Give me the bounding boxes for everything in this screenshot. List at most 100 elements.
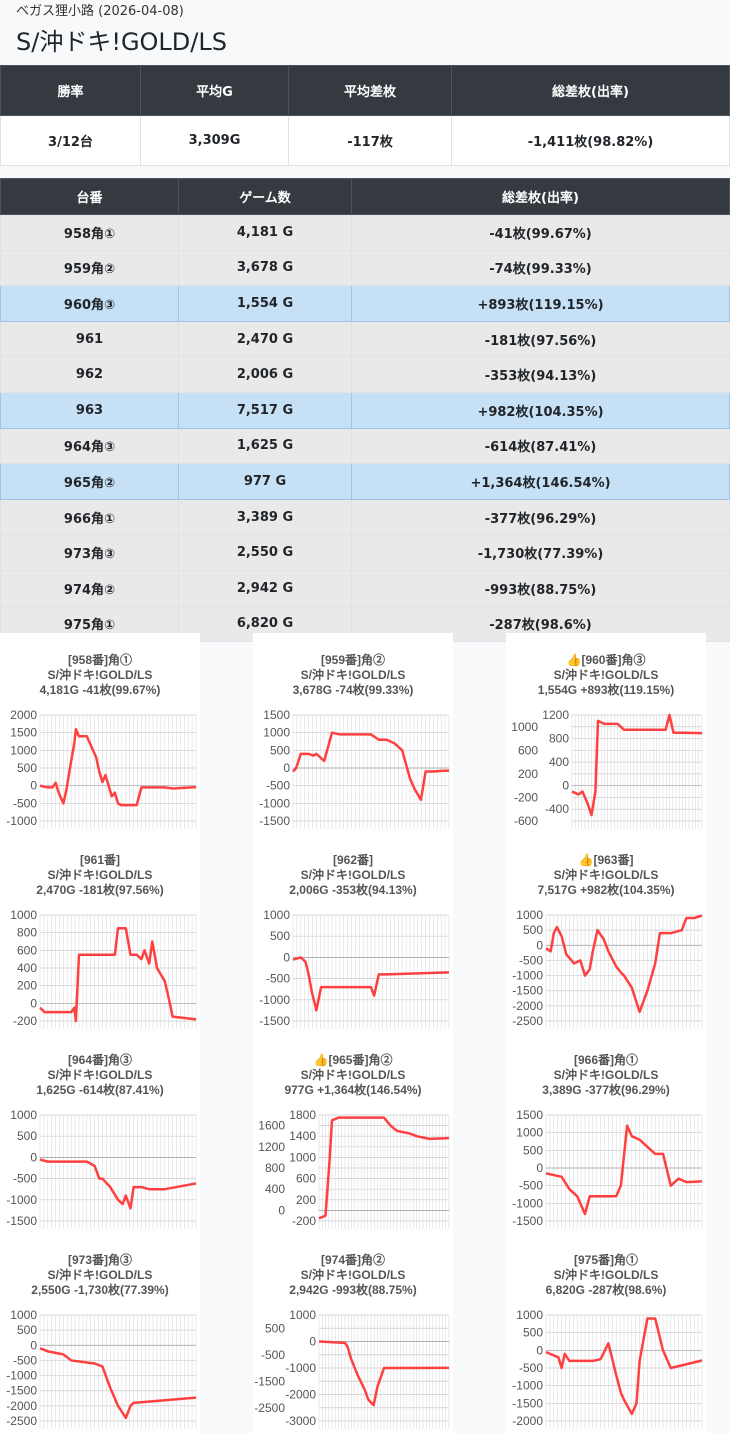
unit-number: 966角① <box>0 498 179 536</box>
game-count: 7,517 G <box>178 391 352 429</box>
unit-diff: -377枚(96.29%) <box>351 498 730 536</box>
chart-title: [962番] S/沖ドキ!GOLD/LS 2,006G -353枚(94.13%) <box>253 853 453 898</box>
y-tick-label: -1500 <box>6 1214 37 1228</box>
y-tick-label: 2000 <box>10 708 37 722</box>
store-date: ベガス狸小路 (2026-04-08) <box>16 4 184 19</box>
chart-title-line: [966番]角① <box>573 1053 638 1067</box>
y-tick-label: -1000 <box>6 1369 37 1383</box>
chart-title: [964番]角③ S/沖ドキ!GOLD/LS 1,625G -614枚(87.41%… <box>0 1053 200 1098</box>
chart-title-line: S/沖ドキ!GOLD/LS <box>300 668 406 682</box>
chart-title-line: S/沖ドキ!GOLD/LS <box>47 868 153 882</box>
chart-title-line: 3,678G -74枚(99.33%) <box>292 683 414 697</box>
chart-title-line: [959番]角② <box>320 653 385 667</box>
col-avg-games: 平均G <box>140 65 289 116</box>
y-tick-label: -2000 <box>512 1414 543 1428</box>
y-tick-label: -1500 <box>259 1014 290 1028</box>
total-diff: -1,411枚(98.82%) <box>451 115 730 166</box>
table-row[interactable]: 961 2,470 G -181枚(97.56%) <box>0 320 730 358</box>
table-row[interactable]: 962 2,006 G -353枚(94.13%) <box>0 356 730 393</box>
chart-title-line: S/沖ドキ!GOLD/LS <box>553 1268 659 1282</box>
table-row[interactable]: 973角③ 2,550 G -1,730枚(77.39%) <box>0 534 730 571</box>
unit-chart: 👍[965番]角② S/沖ドキ!GOLD/LS 977G +1,364枚(146.5… <box>253 1033 453 1233</box>
table-row[interactable]: 958角① 4,181 G -41枚(99.67%) <box>0 214 730 251</box>
table-row[interactable]: 965角② 977 G +1,364枚(146.54%) <box>0 463 730 500</box>
unit-chart: [959番]角② S/沖ドキ!GOLD/LS 3,678G -74枚(99.33%)… <box>253 633 453 833</box>
y-tick-label: 1000 <box>516 908 543 922</box>
table-row[interactable]: 974角② 2,942 G -993枚(88.75%) <box>0 569 730 607</box>
unit-chart: [962番] S/沖ドキ!GOLD/LS 2,006G -353枚(94.13%) 1… <box>253 833 453 1033</box>
chart-title: [975番]角① S/沖ドキ!GOLD/LS 6,820G -287枚(98.6%) <box>506 1253 706 1298</box>
chart-title: 👍[963番] S/沖ドキ!GOLD/LS 7,517G +982枚(104.35%… <box>506 853 706 898</box>
y-tick-label: 1000 <box>10 743 37 757</box>
table-row[interactable]: 966角① 3,389 G -377枚(96.29%) <box>0 498 730 536</box>
y-tick-label: -1500 <box>512 1396 543 1410</box>
unit-diff: -41枚(99.67%) <box>351 214 730 251</box>
unit-chart: [975番]角① S/沖ドキ!GOLD/LS 6,820G -287枚(98.6%)… <box>506 1233 706 1433</box>
y-tick-label: -1500 <box>6 1384 37 1398</box>
y-tick-label: 500 <box>270 929 290 943</box>
y-tick-label: 1000 <box>263 908 290 922</box>
unit-number: 964角③ <box>0 427 179 465</box>
y-tick-label: 1500 <box>10 726 37 740</box>
y-tick-label: 600 <box>17 943 37 957</box>
y-tick-label: 0 <box>30 1150 37 1164</box>
chart-title-line: 977G +1,364枚(146.54%) <box>284 1083 422 1097</box>
diff-series-line <box>318 1340 450 1407</box>
diff-series-line <box>39 1158 197 1210</box>
y-tick-label: -1000 <box>259 796 290 810</box>
y-tick-label: -500 <box>519 953 543 967</box>
table-row[interactable]: 959角② 3,678 G -74枚(99.33%) <box>0 249 730 287</box>
y-tick-label: -1000 <box>6 1193 37 1207</box>
unit-number: 965角② <box>0 463 179 500</box>
chart-title-line: S/沖ドキ!GOLD/LS <box>553 868 659 882</box>
unit-number: 963 <box>0 391 179 429</box>
col-total-diff: 総差枚(出率) <box>451 65 730 116</box>
y-tick-label: 1800 <box>289 1108 316 1122</box>
y-tick-label: 1000 <box>511 720 538 734</box>
y-tick-label: -1500 <box>254 1374 285 1388</box>
unit-chart: [966番]角① S/沖ドキ!GOLD/LS 3,389G -377枚(96.29%… <box>506 1033 706 1233</box>
y-tick-label: 1200 <box>258 1140 285 1154</box>
y-tick-label: -2500 <box>254 1401 285 1415</box>
y-tick-label: 0 <box>30 1338 37 1352</box>
y-tick-label: -200 <box>292 1214 316 1228</box>
game-count: 2,942 G <box>178 569 352 607</box>
y-tick-label: 1500 <box>516 1108 543 1122</box>
y-tick-label: 1000 <box>10 908 37 922</box>
y-tick-label: -200 <box>514 790 538 804</box>
unit-chart: [961番] S/沖ドキ!GOLD/LS 2,470G -181枚(97.56%) 1… <box>0 833 200 1033</box>
y-tick-label: -500 <box>519 1179 543 1193</box>
unit-diff: -74枚(99.33%) <box>351 249 730 287</box>
avg-diff: -117枚 <box>288 115 452 166</box>
chart-title-line: S/沖ドキ!GOLD/LS <box>47 1268 153 1282</box>
y-tick-label: -500 <box>261 1348 285 1362</box>
y-tick-label: -500 <box>13 1353 37 1367</box>
unit-chart: [973番]角③ S/沖ドキ!GOLD/LS 2,550G -1,730枚(77.3… <box>0 1233 200 1433</box>
unit-diff: -993枚(88.75%) <box>351 569 730 607</box>
y-tick-label: -1500 <box>259 814 290 828</box>
chart-title-line: [964番]角③ <box>67 1053 132 1067</box>
y-tick-label: 0 <box>536 1343 543 1357</box>
y-tick-label: -1000 <box>512 1379 543 1393</box>
chart-title-line: S/沖ドキ!GOLD/LS <box>553 668 659 682</box>
chart-title-line: 2,006G -353枚(94.13%) <box>289 883 417 897</box>
avg-games: 3,309G <box>140 115 289 166</box>
col-avg-diff: 平均差枚 <box>288 65 452 116</box>
units-table: 台番 ゲーム数 総差枚(出率) 958角① 4,181 G -41枚(99.67%) 95… <box>0 178 730 643</box>
table-row[interactable]: 963 7,517 G +982枚(104.35%) <box>0 391 730 429</box>
y-tick-label: 1400 <box>289 1129 316 1143</box>
chart-title-line: [975番]角① <box>573 1253 638 1267</box>
chart-title-line: S/沖ドキ!GOLD/LS <box>300 1268 406 1282</box>
y-tick-label: 1600 <box>258 1119 285 1133</box>
y-tick-label: 400 <box>265 1182 285 1196</box>
y-tick-label: 500 <box>17 1323 37 1337</box>
table-row[interactable]: 964角③ 1,625 G -614枚(87.41%) <box>0 427 730 465</box>
y-tick-label: -500 <box>13 1172 37 1186</box>
y-tick-label: 0 <box>30 996 37 1010</box>
table-row[interactable]: 960角③ 1,554 G +893枚(119.15%) <box>0 285 730 322</box>
chart-title-line: [973番]角③ <box>67 1253 132 1267</box>
chart-title: [974番]角② S/沖ドキ!GOLD/LS 2,942G -993枚(88.75%… <box>253 1253 453 1298</box>
diff-series-line <box>292 731 450 802</box>
y-tick-label: -1000 <box>259 993 290 1007</box>
col-unit-no: 台番 <box>0 178 179 215</box>
